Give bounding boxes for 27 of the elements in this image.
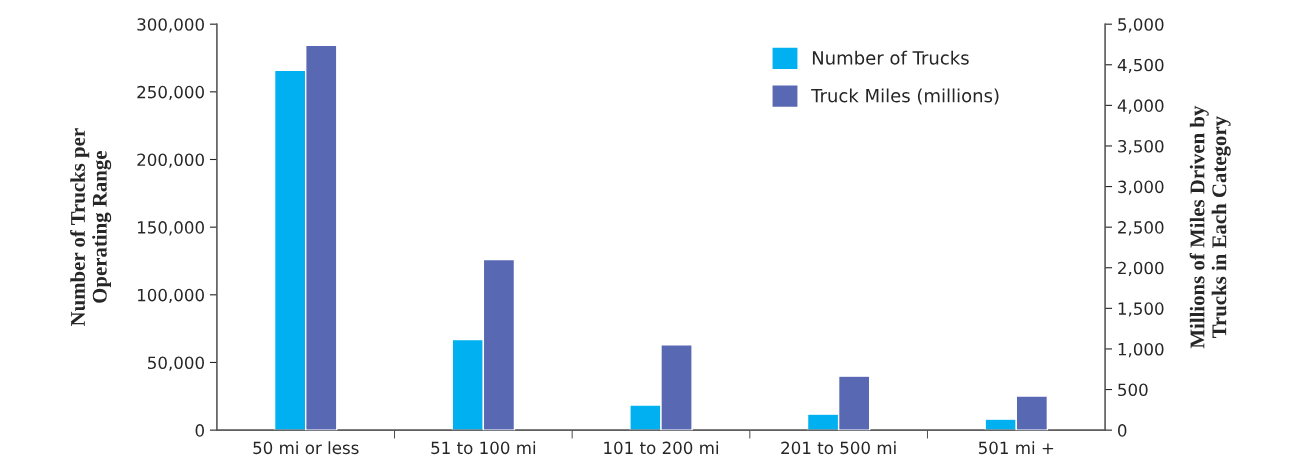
y2-tick-label: 3,000 [1118,180,1164,195]
y2-tick-label: 4,000 [1117,99,1164,114]
y2-tick-label: 0 [1118,424,1127,437]
y2-tick-label: 1,000 [1118,342,1164,358]
y-tick-label: 100,000 [137,288,204,304]
x-tick-label: 501 mi + [978,441,1054,455]
y-axis-title: Number of Trucks per Operating Range [70,128,112,327]
y2-tick-label: 1,500 [1118,302,1164,317]
y2-axis-title: Millions of Miles Driven by Trucks in Each Category [1189,105,1231,349]
legend-label: Number of Trucks [812,50,969,65]
y2-tick-label: 5,000 [1118,18,1164,33]
y2-tick-label: 2,000 [1118,261,1164,277]
y2-tick-label: 500 [1118,383,1148,397]
x-tick-label: 101 to 200 mi [604,441,718,455]
y-tick-label: 300,000 [137,18,204,33]
y-tick-label: 200,000 [137,153,204,168]
y2-tick-label: 4,500 [1117,58,1164,74]
x-tick-label: 51 to 100 mi [431,441,536,455]
y2-tick-label: 3,500 [1118,139,1164,155]
y-tick-label: 250,000 [137,85,204,101]
x-tick-label: 201 to 500 mi [781,441,896,455]
legend-label: Truck Miles (millions) [811,88,999,105]
y-tick-label: 150,000 [137,221,204,236]
y2-tick-label: 2,500 [1118,221,1164,236]
y-tick-label: 0 [195,424,204,437]
y-tick-label: 50,000 [148,356,204,371]
x-tick-label: 50 mi or less [253,441,359,455]
